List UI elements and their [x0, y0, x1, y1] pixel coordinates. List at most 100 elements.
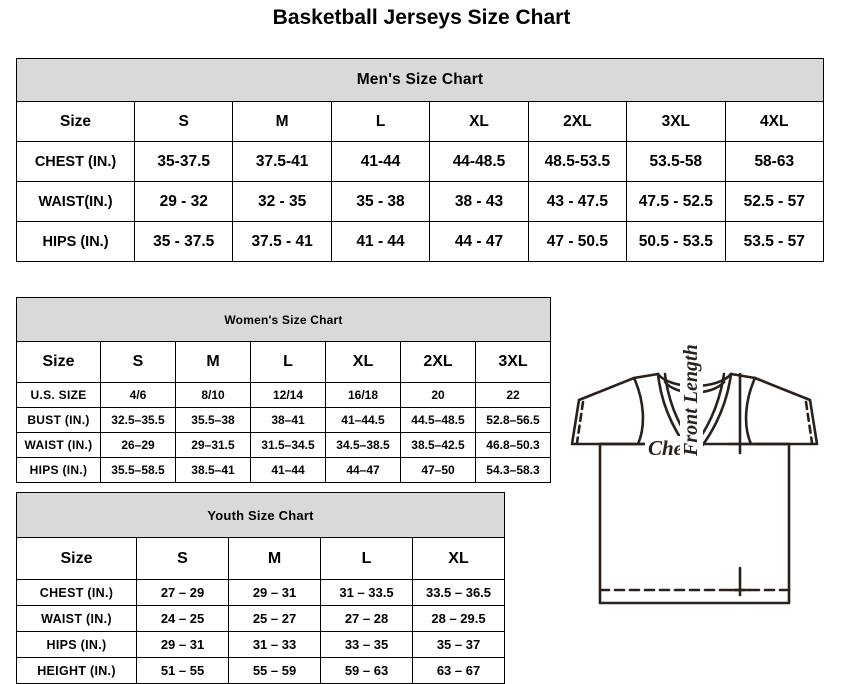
table-cell: 41-44 — [330, 141, 431, 182]
table-cell: 24 – 25 — [136, 605, 229, 632]
table-cell: 41–44.5 — [325, 407, 401, 433]
table-cell: 44.5–48.5 — [400, 407, 476, 433]
column-header-3xl: 3XL — [626, 101, 726, 142]
left-sleeve-outline — [570, 376, 636, 446]
right-armhole-curve — [744, 376, 757, 446]
table-row: HEIGHT (IN.) 51 – 55 55 – 59 59 – 63 63 … — [16, 657, 505, 684]
table-caption-row: Youth Size Chart — [16, 492, 505, 538]
mens-chart-caption: Men's Size Chart — [16, 58, 824, 102]
column-header-3xl: 3XL — [475, 341, 551, 383]
table-cell: 38 - 43 — [429, 181, 529, 222]
table-cell: 31.5–34.5 — [250, 432, 326, 458]
row-label-height: HEIGHT (IN.) — [16, 657, 137, 684]
row-label-chest: CHEST (IN.) — [16, 141, 135, 182]
left-shoulder-top — [632, 372, 660, 380]
table-cell: 31 – 33.5 — [320, 579, 413, 606]
table-cell: 35 - 38 — [330, 181, 431, 222]
table-cell: 4/6 — [100, 382, 176, 408]
table-cell: 35 – 37 — [412, 631, 505, 658]
table-cell: 37.5-41 — [232, 141, 332, 182]
table-cell: 47.5 - 52.5 — [626, 181, 726, 222]
column-header-2xl: 2XL — [400, 341, 476, 383]
table-cell: 46.8–50.3 — [475, 432, 551, 458]
column-header-l: L — [320, 537, 413, 580]
table-cell: 35.5–58.5 — [100, 457, 176, 483]
youth-chart-caption: Youth Size Chart — [16, 492, 505, 538]
table-cell: 8/10 — [175, 382, 251, 408]
row-label-us-size: U.S. SIZE — [16, 382, 101, 408]
row-label-waist: WAIST (IN.) — [16, 432, 101, 458]
table-cell: 41 - 44 — [330, 221, 431, 262]
table-cell: 28 – 29.5 — [412, 605, 505, 632]
table-cell: 38.5–42.5 — [400, 432, 476, 458]
table-cell: 50.5 - 53.5 — [626, 221, 726, 262]
table-row: WAIST (IN.) 26–29 29–31.5 31.5–34.5 34.5… — [16, 432, 551, 458]
column-header-m: M — [228, 537, 321, 580]
left-cuff-dashed-line — [575, 400, 585, 445]
table-cell: 63 – 67 — [412, 657, 505, 684]
column-header-l: L — [330, 101, 431, 142]
column-header-size: Size — [16, 341, 101, 383]
column-header-xl: XL — [412, 537, 505, 580]
table-cell: 58-63 — [724, 141, 825, 182]
column-header-s: S — [136, 537, 229, 580]
column-header-s: S — [133, 101, 234, 142]
table-cell: 44–47 — [325, 457, 401, 483]
table-row: CHEST (IN.) 27 – 29 29 – 31 31 – 33.5 33… — [16, 579, 505, 606]
column-header-l: L — [250, 341, 326, 383]
row-label-hips: HIPS (IN.) — [16, 457, 101, 483]
table-row: WAIST (IN.) 24 – 25 25 – 27 27 – 28 28 –… — [16, 605, 505, 632]
table-cell: 52.5 - 57 — [724, 181, 825, 222]
table-cell: 22 — [475, 382, 551, 408]
row-label-chest: CHEST (IN.) — [16, 579, 137, 606]
table-cell: 35.5–38 — [175, 407, 251, 433]
table-row: HIPS (IN.) 35 - 37.5 37.5 - 41 41 - 44 4… — [16, 221, 825, 262]
table-row: HIPS (IN.) 29 – 31 31 – 33 33 – 35 35 – … — [16, 631, 505, 658]
table-cell: 29 – 31 — [228, 579, 321, 606]
table-row: HIPS (IN.) 35.5–58.5 38.5–41 41–44 44–47… — [16, 457, 551, 483]
table-cell: 31 – 33 — [228, 631, 321, 658]
table-cell: 38.5–41 — [175, 457, 251, 483]
column-header-size: Size — [16, 101, 135, 142]
womens-chart-caption: Women's Size Chart — [16, 297, 551, 342]
jersey-measurement-diagram: Chest Front Length — [552, 342, 837, 650]
left-armhole-curve — [632, 376, 645, 446]
column-header-size: Size — [16, 537, 137, 580]
table-row: BUST (IN.) 32.5–35.5 35.5–38 38–41 41–44… — [16, 407, 551, 433]
table-cell: 51 – 55 — [136, 657, 229, 684]
right-sleeve-outline — [753, 376, 819, 446]
row-label-bust: BUST (IN.) — [16, 407, 101, 433]
table-cell: 16/18 — [325, 382, 401, 408]
column-header-2xl: 2XL — [527, 101, 628, 142]
table-cell: 25 – 27 — [228, 605, 321, 632]
table-cell: 44 - 47 — [429, 221, 529, 262]
table-cell: 54.3–58.3 — [475, 457, 551, 483]
right-cuff-dashed-line — [804, 400, 814, 445]
youth-size-chart-table: Youth Size Chart Size S M L XL CHEST (IN… — [16, 492, 505, 684]
table-cell: 29 – 31 — [136, 631, 229, 658]
table-cell: 35 - 37.5 — [133, 221, 234, 262]
table-cell: 53.5 - 57 — [724, 221, 825, 262]
table-cell: 32.5–35.5 — [100, 407, 176, 433]
table-cell: 34.5–38.5 — [325, 432, 401, 458]
table-cell: 33.5 – 36.5 — [412, 579, 505, 606]
column-header-s: S — [100, 341, 176, 383]
table-cell: 12/14 — [250, 382, 326, 408]
row-label-waist: WAIST(IN.) — [16, 181, 135, 222]
table-header-row: Size S M L XL — [16, 537, 505, 580]
table-cell: 26–29 — [100, 432, 176, 458]
table-cell: 47–50 — [400, 457, 476, 483]
table-cell: 55 – 59 — [228, 657, 321, 684]
table-cell: 33 – 35 — [320, 631, 413, 658]
table-cell: 27 – 29 — [136, 579, 229, 606]
table-header-row: Size S M L XL 2XL 3XL — [16, 341, 551, 383]
table-caption-row: Men's Size Chart — [16, 58, 824, 102]
table-cell: 52.8–56.5 — [475, 407, 551, 433]
table-cell: 38–41 — [250, 407, 326, 433]
page-title: Basketball Jerseys Size Chart — [272, 6, 571, 29]
table-row: U.S. SIZE 4/6 8/10 12/14 16/18 20 22 — [16, 382, 551, 408]
table-cell: 59 – 63 — [320, 657, 413, 684]
table-cell: 29–31.5 — [175, 432, 251, 458]
table-row: WAIST(IN.) 29 - 32 32 - 35 35 - 38 38 - … — [16, 181, 825, 222]
column-header-xl: XL — [429, 101, 529, 142]
